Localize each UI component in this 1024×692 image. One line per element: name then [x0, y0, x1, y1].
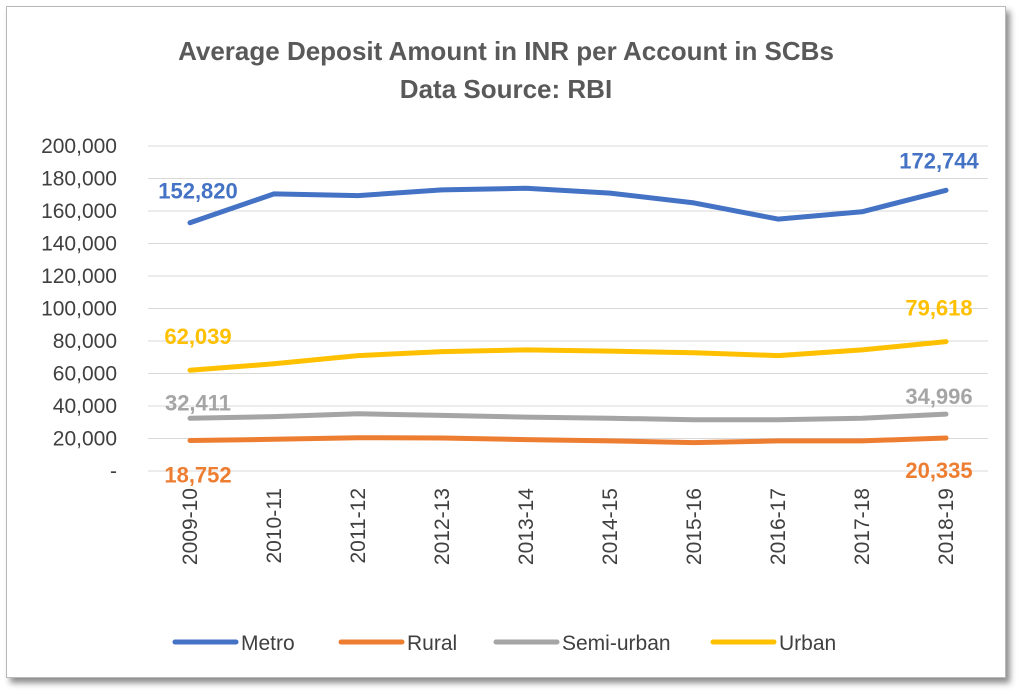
x-tick-label: 2013-14 — [515, 488, 538, 565]
series-line-urban — [187, 339, 949, 373]
series-line-semi-urban — [187, 411, 949, 423]
legend-label: Metro — [241, 632, 295, 655]
series-lines — [187, 185, 949, 446]
y-tick-label: - — [110, 460, 117, 483]
data-labels: 152,820 172,744 18,752 20,335 32,411 34,996 62… — [158, 148, 979, 487]
x-tick-label: 2011-12 — [347, 488, 370, 564]
y-tick-label: 40,000 — [53, 395, 117, 418]
x-tick-label: 2010-11 — [263, 488, 286, 564]
data-label: 20,335 — [905, 458, 972, 483]
x-tick-label: 2012-13 — [431, 488, 454, 565]
x-tick-label: 2016-17 — [767, 488, 790, 565]
x-tick-label: 2015-16 — [683, 488, 706, 565]
y-axis-ticks: - 20,000 40,000 60,000 80,000 100,000 120,000 1… — [41, 135, 117, 483]
y-tick-label: 60,000 — [53, 363, 117, 386]
y-tick-label: 20,000 — [53, 428, 117, 451]
series-line-metro — [187, 185, 949, 226]
legend-label: Rural — [407, 632, 457, 655]
y-tick-label: 100,000 — [41, 298, 117, 321]
y-tick-label: 200,000 — [41, 135, 117, 158]
x-tick-label: 2014-15 — [599, 488, 622, 565]
chart-subtitle: Data Source: RBI — [399, 74, 613, 104]
legend: Metro Rural Semi-urban Urban — [172, 632, 836, 655]
x-tick-label: 2017-18 — [851, 488, 874, 565]
chart-frame — [6, 6, 1006, 678]
y-tick-label: 140,000 — [41, 233, 117, 256]
series-line-rural — [187, 435, 949, 446]
x-tick-label: 2018-19 — [935, 488, 958, 565]
data-label: 172,744 — [899, 148, 979, 173]
legend-label: Semi-urban — [562, 632, 671, 655]
chart-title: Average Deposit Amount in INR per Accoun… — [178, 36, 834, 66]
legend-label: Urban — [779, 632, 836, 655]
x-tick-label: 2009-10 — [179, 488, 202, 565]
x-axis-ticks: 2009-10 2010-11 2011-12 2012-13 2013-14 2014-… — [179, 488, 958, 565]
y-tick-label: 120,000 — [41, 265, 117, 288]
y-tick-label: 160,000 — [41, 200, 117, 223]
data-label: 18,752 — [164, 463, 231, 488]
data-label: 152,820 — [158, 179, 238, 204]
data-label: 62,039 — [164, 324, 231, 349]
data-label: 32,411 — [165, 390, 231, 415]
data-label: 79,618 — [905, 296, 972, 321]
y-tick-label: 180,000 — [41, 168, 117, 191]
y-tick-label: 80,000 — [53, 330, 117, 353]
gridlines — [148, 145, 988, 472]
data-label: 34,996 — [905, 384, 972, 409]
